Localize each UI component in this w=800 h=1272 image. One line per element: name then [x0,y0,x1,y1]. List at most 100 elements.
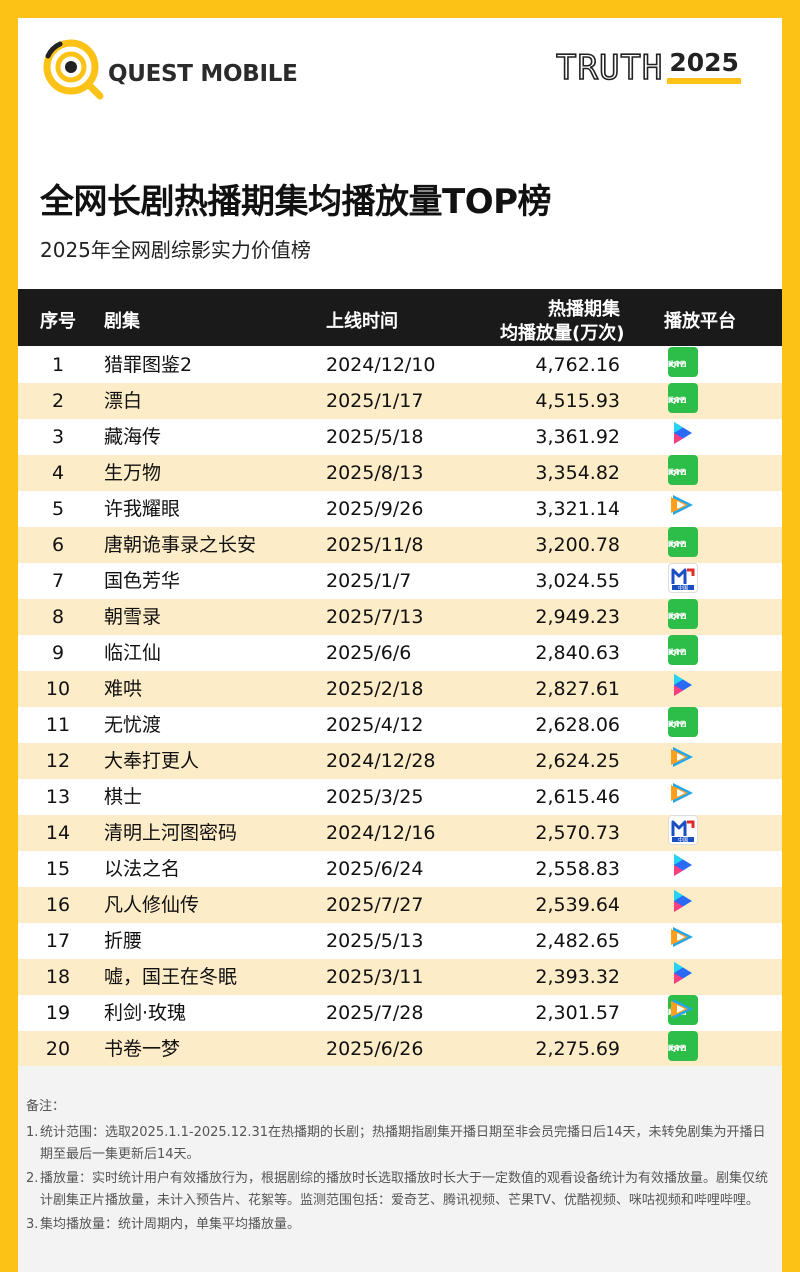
table-row: 10 难哄 2025/2/18 2,827.61 [18,671,782,707]
table-row: 13 棋士 2025/3/25 2,615.46 [18,779,782,815]
avg-plays-cell: 2,840.63 [535,642,620,664]
avg-plays-cell: 2,624.25 [535,750,620,772]
cctv-icon: 中国 [668,815,698,845]
avg-plays-cell: 4,762.16 [535,354,620,376]
ranking-card: QUEST MOBILE TRUTH 2025 全网长剧热播期集均播放量TOP榜… [18,18,782,1272]
drama-name-cell: 嘘，国王在冬眠 [104,966,238,988]
header-platform: 播放平台 [664,311,736,332]
drama-name-cell: 许我耀眼 [104,498,181,520]
svg-text:中国: 中国 [678,585,688,592]
table-row: 8 朝雪录 2025/7/13 2,949.23 iQIYI 爱奇艺 [18,599,782,635]
table-row: 6 唐朝诡事录之长安 2025/11/8 3,200.78 iQIYI 爱奇艺 [18,527,782,563]
avg-plays-cell: 2,615.46 [535,786,620,808]
truth-word: TRUTH [555,47,664,89]
release-date-cell: 2025/3/11 [326,966,424,988]
drama-name-cell: 漂白 [104,390,143,412]
avg-plays-cell: 2,570.73 [535,822,620,844]
avg-plays-cell: 2,949.23 [535,606,620,628]
header-value-line2: 均播放量(万次) [500,323,625,344]
header-date: 上线时间 [326,311,398,332]
rank-cell: 16 [45,894,71,916]
svg-text:中国: 中国 [678,837,688,844]
release-date-cell: 2025/5/18 [326,426,424,448]
release-date-cell: 2025/6/26 [326,1038,424,1060]
rank-cell: 1 [51,354,65,376]
table-row: 20 书卷一梦 2025/6/26 2,275.69 iQIYI 爱奇艺 [18,1031,782,1067]
note-item: 2. 播放量：实时统计用户有效播放行为，根据剧综的播放时长选取播放时长大于一定数… [26,1168,770,1212]
release-date-cell: 2025/7/28 [326,1002,424,1024]
table-row: 18 嘘，国王在冬眠 2025/3/11 2,393.32 [18,959,782,995]
release-date-cell: 2025/6/24 [326,858,424,880]
rank-cell: 6 [51,534,65,556]
youku-icon [668,671,696,699]
note-text: 统计范围：选取2025.1.1-2025.12.31在热播期的长剧；热播期指剧集… [40,1125,766,1162]
rank-cell: 14 [45,822,71,844]
page-subtitle: 2025年全网剧综影实力价值榜 [40,238,311,262]
rank-cell: 19 [45,1002,71,1024]
note-number: 2. [26,1171,39,1186]
drama-name-cell: 藏海传 [104,426,162,448]
truth-badge: TRUTH 2025 [555,47,741,89]
header-name: 剧集 [104,311,140,332]
drama-name-cell: 难哄 [104,678,143,700]
tencent-video-icon [668,491,696,519]
drama-name-cell: 唐朝诡事录之长安 [104,534,257,556]
brand-name: QUEST MOBILE [108,61,298,87]
note-item: 1. 统计范围：选取2025.1.1-2025.12.31在热播期的长剧；热播期… [26,1122,770,1166]
drama-name-cell: 折腰 [104,930,143,952]
release-date-cell: 2025/2/18 [326,678,424,700]
drama-name-cell: 清明上河图密码 [104,822,238,844]
tencent-video-icon [668,779,696,807]
table-row: 16 凡人修仙传 2025/7/27 2,539.64 [18,887,782,923]
release-date-cell: 2025/3/25 [326,786,424,808]
avg-plays-cell: 2,827.61 [535,678,620,700]
release-date-cell: 2025/8/13 [326,462,424,484]
avg-plays-cell: 2,558.83 [535,858,620,880]
note-number: 1. [26,1125,39,1140]
avg-plays-cell: 2,539.64 [535,894,620,916]
table-row: 15 以法之名 2025/6/24 2,558.83 [18,851,782,887]
table-row: 1 猎罪图鉴2 2024/12/10 4,762.16 iQIYI 爱奇艺 [18,347,782,383]
avg-plays-cell: 2,482.65 [535,930,620,952]
header-value-line1: 热播期集 [548,299,620,320]
drama-name-cell: 以法之名 [104,858,181,880]
release-date-cell: 2025/9/26 [326,498,424,520]
release-date-cell: 2025/4/12 [326,714,424,736]
quest-mobile-logo-icon [43,39,104,100]
drama-name-cell: 猎罪图鉴2 [104,354,193,376]
rank-cell: 18 [45,966,71,988]
tencent-video-icon [668,743,696,771]
rank-cell: 11 [45,714,71,736]
table-row: 7 国色芳华 2025/1/7 3,024.55 中国 [18,563,782,599]
table-row: 14 清明上河图密码 2024/12/16 2,570.73 中国 [18,815,782,851]
rank-cell: 9 [51,642,65,664]
drama-name-cell: 生万物 [104,462,162,484]
note-text: 集均播放量：统计周期内，单集平均播放量。 [40,1217,301,1232]
release-date-cell: 2024/12/10 [326,354,436,376]
drama-name-cell: 棋士 [104,786,143,808]
avg-plays-cell: 3,361.92 [535,426,620,448]
drama-name-cell: 无忧渡 [104,714,162,736]
note-item: 3. 集均播放量：统计周期内，单集平均播放量。 [26,1214,770,1236]
youku-icon [668,959,696,987]
drama-name-cell: 国色芳华 [104,570,181,592]
rank-cell: 12 [45,750,71,772]
release-date-cell: 2025/1/17 [326,390,424,412]
avg-plays-cell: 2,301.57 [535,1002,620,1024]
page-title: 全网长剧热播期集均播放量TOP榜 [40,182,552,222]
table-row: 9 临江仙 2025/6/6 2,840.63 iQIYI 爱奇艺 [18,635,782,671]
rank-cell: 4 [51,462,65,484]
release-date-cell: 2025/1/7 [326,570,412,592]
table-row: 2 漂白 2025/1/17 4,515.93 iQIYI 爱奇艺 [18,383,782,419]
notes-title: 备注： [26,1099,66,1114]
table-header: 序号 剧集 上线时间 热播期集 均播放量(万次) 播放平台 [18,289,782,346]
table-body: 1 猎罪图鉴2 2024/12/10 4,762.16 iQIYI 爱奇艺 2 漂白 2025/… [18,347,782,1067]
drama-name-cell: 朝雪录 [104,606,162,628]
release-date-cell: 2024/12/16 [326,822,436,844]
